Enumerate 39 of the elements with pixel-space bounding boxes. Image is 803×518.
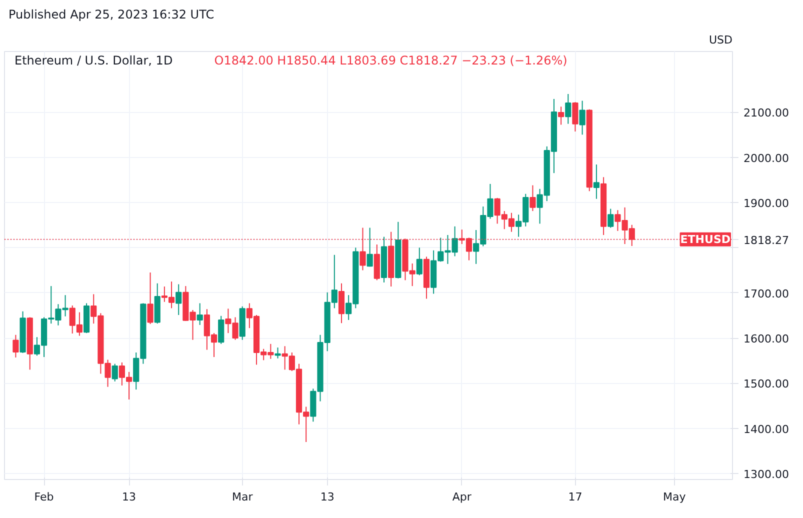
y-tick-label: 1300.00 — [744, 468, 789, 482]
candlestick — [593, 164, 600, 200]
chart-subtitle: O1842.00 H1850.44 L1803.69 C1818.27 −23.23 (−1.26%) — [214, 54, 568, 68]
candlestick — [218, 315, 224, 344]
ref-line-label: ETHUSD — [680, 232, 731, 246]
candlestick — [12, 334, 19, 358]
y-tick-label: 1900.00 — [744, 196, 789, 210]
candlestick — [416, 247, 422, 276]
candlestick — [338, 282, 345, 324]
candlestick — [530, 184, 536, 212]
candlestick — [274, 347, 281, 359]
candlestick — [366, 227, 373, 268]
x-tick-label: 17 — [568, 490, 582, 504]
y-tick-label: 2000.00 — [744, 152, 789, 165]
x-tick-label: 13 — [122, 490, 136, 504]
candlestick — [147, 272, 154, 325]
candlestick — [558, 106, 564, 126]
candlestick — [572, 102, 578, 132]
candlestick — [112, 363, 118, 382]
y-axis-title: USD — [708, 34, 733, 46]
y-tick-label: 1500.00 — [744, 378, 789, 391]
x-tick-label: Apr — [452, 490, 472, 504]
candlestick — [565, 93, 572, 124]
y-tick-label: 1400.00 — [744, 422, 789, 436]
candlestick — [196, 302, 203, 326]
candlestick — [608, 208, 614, 228]
y-tick-label: 2100.00 — [744, 106, 789, 120]
x-tick-label: May — [662, 490, 686, 504]
x-tick-label: Feb — [34, 490, 54, 504]
x-tick-label: Mar — [232, 490, 254, 504]
y-tick-label: 1700.00 — [744, 287, 789, 300]
chart-title: Ethereum / U.S. Dollar, 1D — [14, 54, 173, 68]
candlestick — [579, 100, 586, 136]
y-tick-label: 1600.00 — [744, 332, 789, 346]
x-tick-label: 13 — [320, 490, 334, 504]
candlestick — [374, 244, 380, 281]
candlestick — [176, 284, 182, 316]
y-tick-label: 1818.27 — [744, 234, 789, 247]
text: Published Apr 25, 2023 16:32 UTC — [8, 8, 214, 22]
